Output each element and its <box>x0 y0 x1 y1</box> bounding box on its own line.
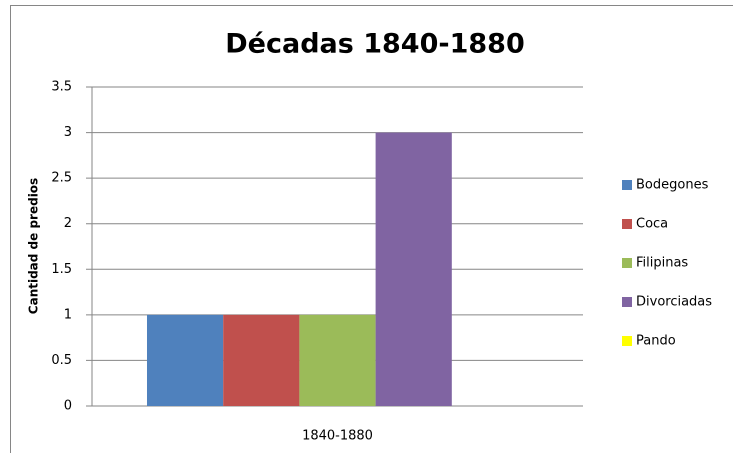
bar <box>146 314 224 406</box>
legend-label: Filipinas <box>636 256 688 271</box>
y-tick-label: 0.5 <box>51 353 72 368</box>
x-tick-label: 1840-1880 <box>302 429 373 444</box>
y-tick-label: 3 <box>64 125 72 140</box>
y-tick-label: 1 <box>64 307 72 322</box>
legend-label: Coca <box>636 217 668 232</box>
y-tick-label: 2 <box>64 216 72 231</box>
chart-title: Décadas 1840-1880 <box>225 29 524 60</box>
legend-swatch <box>622 297 632 307</box>
legend-label: Divorciadas <box>636 295 712 310</box>
legend-label: Bodegones <box>636 178 709 193</box>
bar <box>375 132 452 407</box>
bar <box>299 314 376 406</box>
bar <box>223 314 300 406</box>
y-axis-label: Cantidad de predios <box>27 178 41 314</box>
legend-swatch <box>622 180 632 190</box>
legend-swatch <box>622 219 632 229</box>
legend-swatch <box>622 336 632 346</box>
y-tick-label: 3.5 <box>51 80 72 95</box>
legend-swatch <box>622 258 632 268</box>
y-tick-label: 1.5 <box>51 262 72 277</box>
legend-label: Pando <box>636 334 676 349</box>
y-tick-label: 0 <box>64 399 72 414</box>
y-tick-label: 2.5 <box>51 171 72 186</box>
